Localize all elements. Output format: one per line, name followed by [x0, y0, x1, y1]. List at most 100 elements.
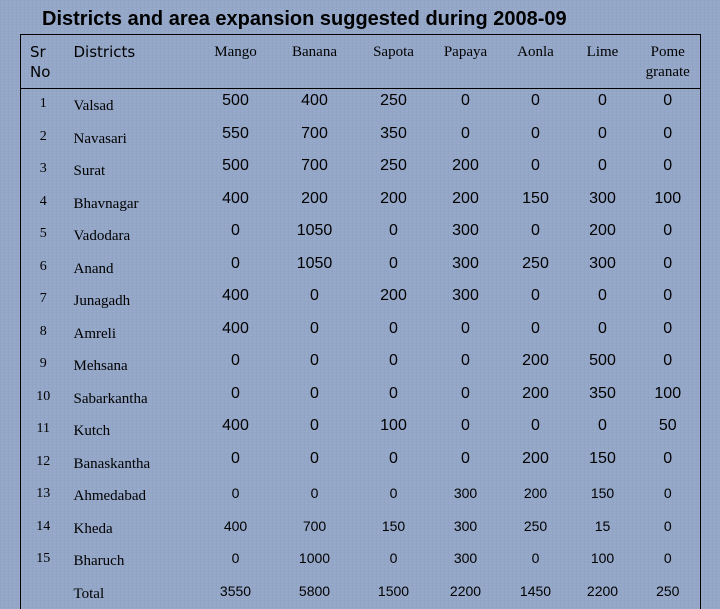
cell-papaya: 300	[430, 544, 502, 577]
cell-mango: 0	[200, 479, 272, 512]
header-pomegranate: Pome granate	[636, 35, 701, 89]
cell-mango: 500	[200, 89, 272, 122]
cell-sapota: 250	[358, 154, 430, 187]
cell-sapota: 200	[358, 284, 430, 317]
cell-banana: 0	[272, 382, 358, 415]
cell-pomegranate: 0	[636, 544, 701, 577]
cell-papaya: 200	[430, 154, 502, 187]
cell-papaya: 0	[430, 349, 502, 382]
cell-sapota: 0	[358, 252, 430, 285]
cell-lime: 0	[570, 122, 636, 155]
cell-sr-no: 10	[21, 382, 66, 415]
cell-sapota: 350	[358, 122, 430, 155]
cell-sapota: 200	[358, 187, 430, 220]
cell-pomegranate: 0	[636, 479, 701, 512]
cell-total-papaya: 2200	[430, 577, 502, 609]
cell-banana: 0	[272, 447, 358, 480]
cell-pomegranate: 100	[636, 187, 701, 220]
cell-mango: 0	[200, 544, 272, 577]
cell-aonla: 0	[502, 219, 570, 252]
cell-banana: 1050	[272, 219, 358, 252]
cell-district: Anand	[66, 252, 200, 285]
cell-aonla: 0	[502, 544, 570, 577]
cell-aonla: 250	[502, 252, 570, 285]
cell-aonla: 0	[502, 154, 570, 187]
header-sr-line2: No	[30, 62, 66, 82]
cell-mango: 400	[200, 512, 272, 545]
cell-papaya: 300	[430, 284, 502, 317]
cell-pomegranate: 0	[636, 89, 701, 122]
cell-papaya: 0	[430, 447, 502, 480]
cell-sr-no: 4	[21, 187, 66, 220]
cell-lime: 200	[570, 219, 636, 252]
cell-sapota: 0	[358, 317, 430, 350]
cell-lime: 300	[570, 252, 636, 285]
cell-total-banana: 5800	[272, 577, 358, 609]
cell-mango: 400	[200, 317, 272, 350]
cell-banana: 1050	[272, 252, 358, 285]
cell-mango: 400	[200, 187, 272, 220]
header-pome-line1: Pome	[636, 42, 701, 62]
cell-lime: 350	[570, 382, 636, 415]
cell-banana: 1000	[272, 544, 358, 577]
cell-district: Vadodara	[66, 219, 200, 252]
cell-lime: 0	[570, 317, 636, 350]
cell-district: Valsad	[66, 89, 200, 122]
cell-district: Kheda	[66, 512, 200, 545]
cell-papaya: 300	[430, 512, 502, 545]
cell-sr-no: 1	[21, 89, 66, 122]
cell-sapota: 0	[358, 349, 430, 382]
cell-aonla: 0	[502, 89, 570, 122]
cell-total-label: Total	[66, 577, 200, 609]
cell-district: Mehsana	[66, 349, 200, 382]
cell-sapota: 100	[358, 414, 430, 447]
cell-pomegranate: 0	[636, 447, 701, 480]
header-sr-line1: Sr	[30, 42, 66, 62]
cell-lime: 0	[570, 89, 636, 122]
cell-banana: 0	[272, 479, 358, 512]
cell-pomegranate: 0	[636, 512, 701, 545]
cell-papaya: 0	[430, 317, 502, 350]
header-banana: Banana	[272, 35, 358, 89]
header-mango: Mango	[200, 35, 272, 89]
cell-aonla: 200	[502, 447, 570, 480]
cell-papaya: 200	[430, 187, 502, 220]
cell-sr-no: 2	[21, 122, 66, 155]
header-districts: Districts	[66, 35, 200, 89]
cell-pomegranate: 0	[636, 122, 701, 155]
cell-total-aonla: 1450	[502, 577, 570, 609]
cell-aonla: 200	[502, 382, 570, 415]
cell-sr-no: 8	[21, 317, 66, 350]
cell-pomegranate: 0	[636, 154, 701, 187]
cell-district: Amreli	[66, 317, 200, 350]
cell-sr-no: 12	[21, 447, 66, 480]
cell-pomegranate: 50	[636, 414, 701, 447]
cell-pomegranate: 100	[636, 382, 701, 415]
cell-pomegranate: 0	[636, 317, 701, 350]
header-lime: Lime	[570, 35, 636, 89]
cell-banana: 700	[272, 154, 358, 187]
cell-mango: 500	[200, 154, 272, 187]
cell-lime: 150	[570, 479, 636, 512]
cell-banana: 400	[272, 89, 358, 122]
cell-pomegranate: 0	[636, 349, 701, 382]
cell-sapota: 250	[358, 89, 430, 122]
cell-sr-no	[21, 577, 66, 609]
cell-lime: 500	[570, 349, 636, 382]
cell-district: Sabarkantha	[66, 382, 200, 415]
cell-aonla: 150	[502, 187, 570, 220]
cell-pomegranate: 0	[636, 284, 701, 317]
cell-total-mango: 3550	[200, 577, 272, 609]
cell-papaya: 0	[430, 122, 502, 155]
cell-sapota: 0	[358, 447, 430, 480]
